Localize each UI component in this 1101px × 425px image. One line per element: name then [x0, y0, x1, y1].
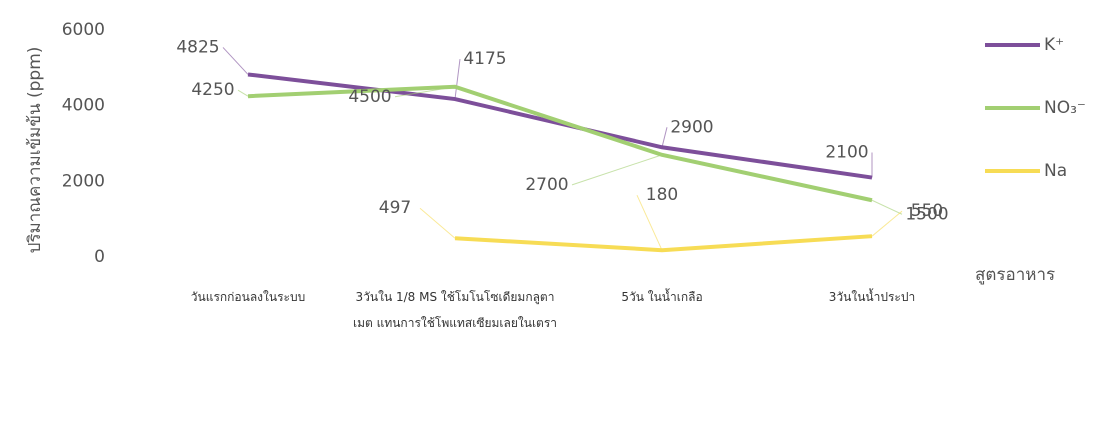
leader-line	[222, 47, 249, 75]
y-tick-label: 0	[94, 247, 105, 267]
legend-label: Na	[1044, 161, 1067, 181]
data-label: 2900	[670, 117, 713, 137]
legend-label: NO₃⁻	[1044, 98, 1086, 118]
x-tick-label: วันแรกก่อนลงในระบบ	[190, 290, 306, 304]
data-label: 2700	[525, 175, 568, 195]
data-label: 550	[911, 201, 943, 221]
data-label: 497	[379, 198, 411, 218]
leader-line	[394, 86, 456, 98]
x-tick-label: 3วันใน 1/8 MS ใช้โมโนโซเดียมกลูตาเมต แทน…	[352, 290, 558, 330]
data-label: 180	[646, 185, 678, 205]
leader-line	[871, 210, 903, 237]
x-tick-label: 3วันในน้ำประปา	[828, 290, 916, 304]
leader-line	[571, 154, 663, 186]
legend-label: K⁺	[1044, 35, 1064, 55]
y-axis-label: ปริมาณความเข้มข้น (ppm)	[25, 47, 45, 254]
y-tick-label: 6000	[62, 20, 105, 40]
series-line	[454, 234, 873, 253]
data-label: 2100	[825, 143, 868, 163]
x-axis-label: สูตรอาหาร	[975, 265, 1055, 285]
data-label: 4500	[348, 87, 391, 107]
leader-line	[636, 194, 663, 251]
series-line	[247, 84, 873, 203]
leader-line	[661, 127, 668, 148]
y-tick-label: 2000	[62, 171, 105, 191]
data-label: 4175	[463, 49, 506, 69]
x-tick-label: 5วัน ในน้ำเกลือ	[621, 290, 703, 304]
leader-line	[454, 58, 461, 100]
y-tick-label: 4000	[62, 96, 105, 116]
leader-line	[419, 207, 456, 239]
data-label: 1500	[905, 204, 948, 224]
data-label: 4250	[191, 80, 234, 100]
leader-line	[237, 89, 249, 97]
series-line	[247, 72, 873, 180]
leader-line	[871, 199, 903, 215]
data-label: 4825	[176, 37, 219, 57]
